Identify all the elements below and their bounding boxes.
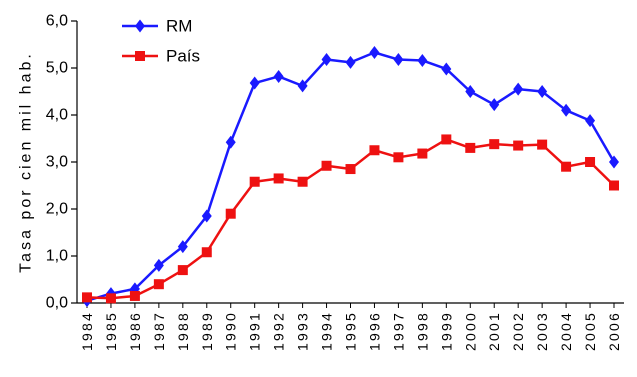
data-point-square bbox=[417, 148, 428, 159]
data-point-square bbox=[273, 173, 284, 184]
data-point-square bbox=[513, 140, 524, 151]
data-point-square bbox=[225, 208, 236, 219]
x-tick-label: 2005 bbox=[582, 311, 598, 351]
legend-label: País bbox=[166, 47, 200, 66]
data-point-diamond bbox=[225, 135, 236, 149]
y-tick-label: 5,0 bbox=[46, 60, 68, 77]
legend: RM País bbox=[122, 17, 200, 66]
x-tick-label: 2003 bbox=[534, 311, 550, 351]
data-point-square bbox=[609, 180, 619, 191]
series-pais bbox=[82, 134, 619, 304]
x-ticks: 1984 1985 1986 1987 1988 1989 1990 1991 1992 1993… bbox=[79, 303, 622, 351]
data-point-square bbox=[297, 176, 308, 187]
data-point-diamond bbox=[273, 69, 284, 83]
x-tick-label: 2004 bbox=[558, 311, 574, 351]
y-tick-label: 1,0 bbox=[46, 248, 68, 265]
data-point-diamond bbox=[249, 76, 260, 90]
x-tick-label: 1990 bbox=[223, 311, 239, 351]
legend-item: RM bbox=[122, 17, 192, 36]
x-tick-label: 1989 bbox=[199, 311, 215, 351]
x-tick-label: 1994 bbox=[319, 311, 335, 351]
data-point-diamond bbox=[441, 62, 452, 76]
series-rm bbox=[82, 45, 619, 308]
data-point-diamond bbox=[153, 258, 164, 272]
data-point-square bbox=[369, 145, 380, 156]
data-point-diamond bbox=[417, 53, 428, 67]
data-point-square bbox=[465, 142, 476, 153]
x-tick-label: 1991 bbox=[247, 311, 263, 351]
data-point-diamond bbox=[537, 85, 548, 98]
y-axis-label: Tasa por cien mil hab. bbox=[18, 51, 35, 273]
data-point-diamond bbox=[609, 155, 619, 169]
x-tick-label: 1996 bbox=[366, 311, 382, 351]
data-point-square bbox=[321, 160, 332, 171]
series-line bbox=[86, 51, 616, 302]
data-point-square bbox=[345, 164, 356, 175]
series-layer bbox=[82, 45, 619, 308]
data-point-diamond bbox=[201, 209, 212, 223]
data-point-square bbox=[129, 290, 140, 301]
y-tick-label: 6,0 bbox=[46, 13, 68, 30]
y-tick-label: 0,0 bbox=[46, 295, 68, 312]
data-point-diamond bbox=[177, 240, 188, 254]
data-point-diamond bbox=[369, 45, 380, 59]
legend-marker-square bbox=[135, 51, 145, 61]
data-point-square bbox=[153, 279, 164, 290]
data-point-square bbox=[585, 157, 596, 167]
x-tick-label: 1986 bbox=[127, 311, 143, 351]
data-point-square bbox=[201, 247, 212, 258]
data-point-square bbox=[561, 161, 572, 172]
legend-label: RM bbox=[166, 17, 192, 36]
x-tick-label: 1984 bbox=[79, 311, 95, 351]
data-point-square bbox=[177, 265, 188, 276]
legend-item: País bbox=[122, 47, 200, 66]
x-tick-label: 1997 bbox=[390, 311, 406, 351]
x-tick-label: 1993 bbox=[295, 311, 311, 351]
data-point-square bbox=[82, 292, 92, 303]
y-tick-label: 4,0 bbox=[46, 107, 68, 124]
data-point-square bbox=[249, 176, 260, 187]
data-point-diamond bbox=[345, 55, 356, 69]
data-point-square bbox=[105, 293, 116, 304]
data-point-diamond bbox=[297, 79, 308, 93]
data-point-diamond bbox=[465, 85, 476, 98]
x-tick-label: 1988 bbox=[175, 311, 191, 351]
data-point-diamond bbox=[393, 53, 404, 67]
x-tick-label: 1995 bbox=[343, 311, 359, 351]
y-tick-label: 3,0 bbox=[46, 154, 68, 171]
data-point-diamond bbox=[585, 114, 596, 128]
y-tick-label: 2,0 bbox=[46, 201, 68, 218]
x-tick-label: 1985 bbox=[103, 311, 119, 351]
data-point-square bbox=[489, 139, 500, 150]
x-tick-label: 2001 bbox=[486, 311, 502, 351]
x-tick-label: 2006 bbox=[606, 311, 622, 351]
x-tick-label: 1999 bbox=[438, 311, 454, 351]
data-point-square bbox=[441, 134, 452, 145]
data-point-diamond bbox=[321, 53, 332, 67]
legend-marker-diamond bbox=[135, 19, 145, 33]
data-point-diamond bbox=[489, 98, 500, 112]
data-point-diamond bbox=[561, 103, 572, 117]
data-point-square bbox=[537, 139, 548, 150]
series-line bbox=[86, 138, 615, 300]
x-tick-label: 1987 bbox=[151, 311, 167, 351]
x-tick-label: 2002 bbox=[510, 311, 526, 351]
x-tick-label: 1992 bbox=[271, 311, 287, 351]
data-point-square bbox=[393, 152, 404, 163]
y-ticks: 0,0 1,0 2,0 3,0 4,0 5,0 6,0 bbox=[46, 13, 77, 312]
x-tick-label: 1998 bbox=[414, 311, 430, 351]
data-point-diamond bbox=[513, 82, 524, 96]
x-tick-label: 2000 bbox=[462, 311, 478, 351]
